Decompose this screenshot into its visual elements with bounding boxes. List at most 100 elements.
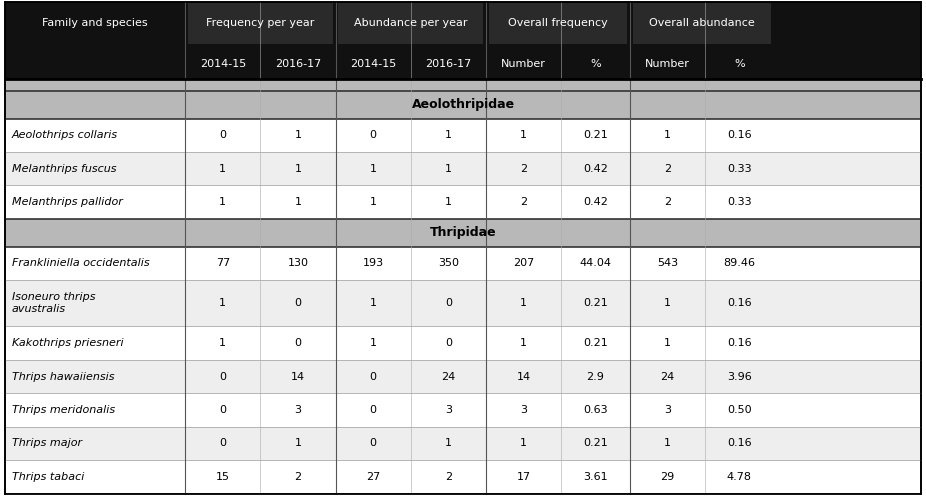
Text: 1: 1 [294, 130, 302, 140]
Text: 1: 1 [369, 338, 377, 348]
Text: 1: 1 [219, 197, 226, 207]
Text: 2: 2 [519, 164, 527, 174]
Bar [5, 393, 921, 427]
Text: 1: 1 [219, 164, 226, 174]
Text: 77: 77 [216, 258, 230, 268]
Text: 207: 207 [513, 258, 534, 268]
Text: 1: 1 [444, 164, 452, 174]
Bar [5, 2, 921, 44]
Text: 89.46: 89.46 [723, 258, 756, 268]
Text: 350: 350 [438, 258, 458, 268]
Text: 2: 2 [294, 472, 302, 482]
Bar [5, 280, 921, 326]
Bar [5, 247, 921, 280]
Text: 2016-17: 2016-17 [425, 59, 471, 69]
Text: 1: 1 [219, 338, 226, 348]
Bar [5, 152, 921, 186]
Text: Thrips tabaci: Thrips tabaci [12, 472, 84, 482]
Text: Thrips hawaiiensis: Thrips hawaiiensis [12, 372, 115, 381]
Text: 1: 1 [369, 298, 377, 308]
Text: Thrips meridonalis: Thrips meridonalis [12, 405, 115, 415]
Text: 0.42: 0.42 [583, 197, 607, 207]
Bar [5, 427, 921, 460]
Bar [5, 49, 921, 79]
Bar [5, 186, 921, 219]
Text: 0.21: 0.21 [583, 338, 607, 348]
Text: 1: 1 [520, 338, 527, 348]
Text: %: % [734, 59, 745, 69]
Text: Thrips major: Thrips major [12, 438, 82, 448]
Text: Family and species: Family and species [42, 18, 148, 28]
Bar [188, 2, 332, 44]
Text: 0: 0 [369, 405, 377, 415]
Text: 1: 1 [219, 298, 226, 308]
Bar [5, 326, 921, 360]
Text: 0.16: 0.16 [727, 130, 752, 140]
Text: 1: 1 [369, 164, 377, 174]
Text: Frankliniella occidentalis: Frankliniella occidentalis [12, 258, 150, 268]
Text: 0: 0 [219, 372, 226, 381]
Text: 4.78: 4.78 [727, 472, 752, 482]
Text: 1: 1 [294, 438, 302, 448]
Text: Isoneuro thrips
avustralis: Isoneuro thrips avustralis [12, 293, 95, 314]
Bar [5, 91, 921, 119]
Text: 15: 15 [216, 472, 230, 482]
Text: 1: 1 [520, 130, 527, 140]
Text: 44.04: 44.04 [580, 258, 611, 268]
Bar [5, 119, 921, 152]
Text: 0: 0 [219, 130, 226, 140]
Text: 193: 193 [363, 258, 383, 268]
Text: 543: 543 [657, 258, 678, 268]
Text: 1: 1 [369, 197, 377, 207]
Text: 1: 1 [444, 197, 452, 207]
Text: 0.21: 0.21 [583, 438, 607, 448]
Bar [5, 219, 921, 247]
Text: 0: 0 [294, 298, 302, 308]
Bar [5, 360, 921, 393]
Text: Kakothrips priesneri: Kakothrips priesneri [12, 338, 124, 348]
Text: 2014-15: 2014-15 [350, 59, 396, 69]
Text: Overall abundance: Overall abundance [649, 18, 755, 28]
Text: 1: 1 [664, 298, 671, 308]
Text: 29: 29 [660, 472, 674, 482]
Text: 17: 17 [517, 472, 531, 482]
Bar [5, 460, 921, 494]
Text: %: % [590, 59, 601, 69]
Text: 1: 1 [444, 438, 452, 448]
Text: 130: 130 [287, 258, 308, 268]
Text: 1: 1 [294, 164, 302, 174]
Text: 0.33: 0.33 [727, 197, 752, 207]
Text: Melanthrips pallidor: Melanthrips pallidor [12, 197, 123, 207]
Text: 0: 0 [444, 338, 452, 348]
Text: 1: 1 [520, 438, 527, 448]
Text: Thripidae: Thripidae [430, 226, 496, 239]
Text: 1: 1 [520, 298, 527, 308]
Text: 2: 2 [444, 472, 452, 482]
Text: 3: 3 [294, 405, 302, 415]
Text: 1: 1 [444, 130, 452, 140]
Text: 27: 27 [366, 472, 381, 482]
Text: 3: 3 [664, 405, 671, 415]
Text: 0.50: 0.50 [727, 405, 752, 415]
Text: 0.16: 0.16 [727, 298, 752, 308]
Text: 0: 0 [219, 405, 226, 415]
Text: 14: 14 [517, 372, 531, 381]
Text: 0: 0 [294, 338, 302, 348]
Text: Overall frequency: Overall frequency [508, 18, 607, 28]
Text: 2: 2 [664, 164, 671, 174]
Text: 1: 1 [294, 197, 302, 207]
Text: Aeolothripidae: Aeolothripidae [411, 98, 515, 111]
Text: Melanthrips fuscus: Melanthrips fuscus [12, 164, 117, 174]
Bar [5, 79, 921, 91]
Bar [632, 2, 771, 44]
Bar [489, 2, 627, 44]
Text: 24: 24 [441, 372, 456, 381]
Text: 0.21: 0.21 [583, 298, 607, 308]
Text: 0.16: 0.16 [727, 438, 752, 448]
Text: Abundance per year: Abundance per year [354, 18, 468, 28]
Text: 1: 1 [664, 338, 671, 348]
Text: 0.16: 0.16 [727, 338, 752, 348]
Text: Number: Number [501, 59, 546, 69]
Text: 3: 3 [520, 405, 527, 415]
Text: 0.33: 0.33 [727, 164, 752, 174]
